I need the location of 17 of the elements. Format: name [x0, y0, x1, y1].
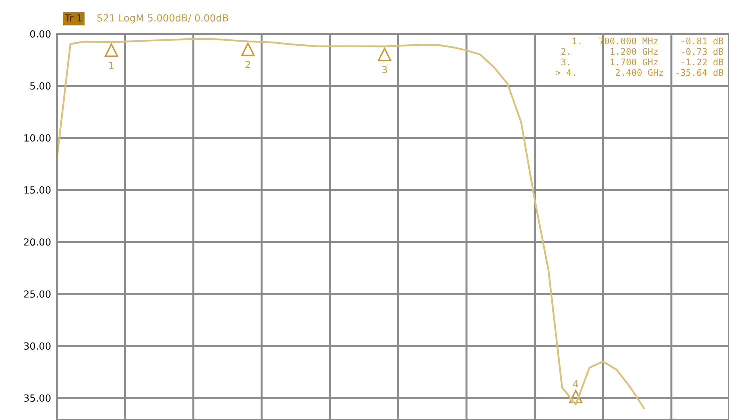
chart-title: S21 LogM 5.000dB/ 0.00dB — [98, 14, 228, 24]
y-tick-label: 15.00 — [24, 186, 51, 194]
annotation: 2. 1.200 GHz -0.73 dB — [562, 48, 724, 56]
annotation: > 4. 2.400 GHz -35.64 dB — [556, 69, 724, 76]
y-tick-label: 35.00 — [24, 394, 51, 402]
text: Tr 1 — [65, 14, 82, 22]
y-tick-label: 10.00 — [24, 134, 51, 142]
y-tick-label: 25.00 — [24, 290, 51, 298]
annotation: 3. 1.700 GHz -1.22 dB — [562, 58, 724, 66]
annotation: 3 — [382, 66, 388, 74]
annotation: 1 — [110, 62, 114, 70]
y-tick-label: 5.00 — [30, 82, 51, 90]
y-tick-label: 20.00 — [24, 238, 51, 246]
annotation: 4 — [573, 380, 579, 388]
y-tick-label: 0.00 — [30, 30, 51, 38]
annotation: 2 — [246, 61, 250, 68]
y-tick-label: 30.00 — [24, 342, 51, 350]
